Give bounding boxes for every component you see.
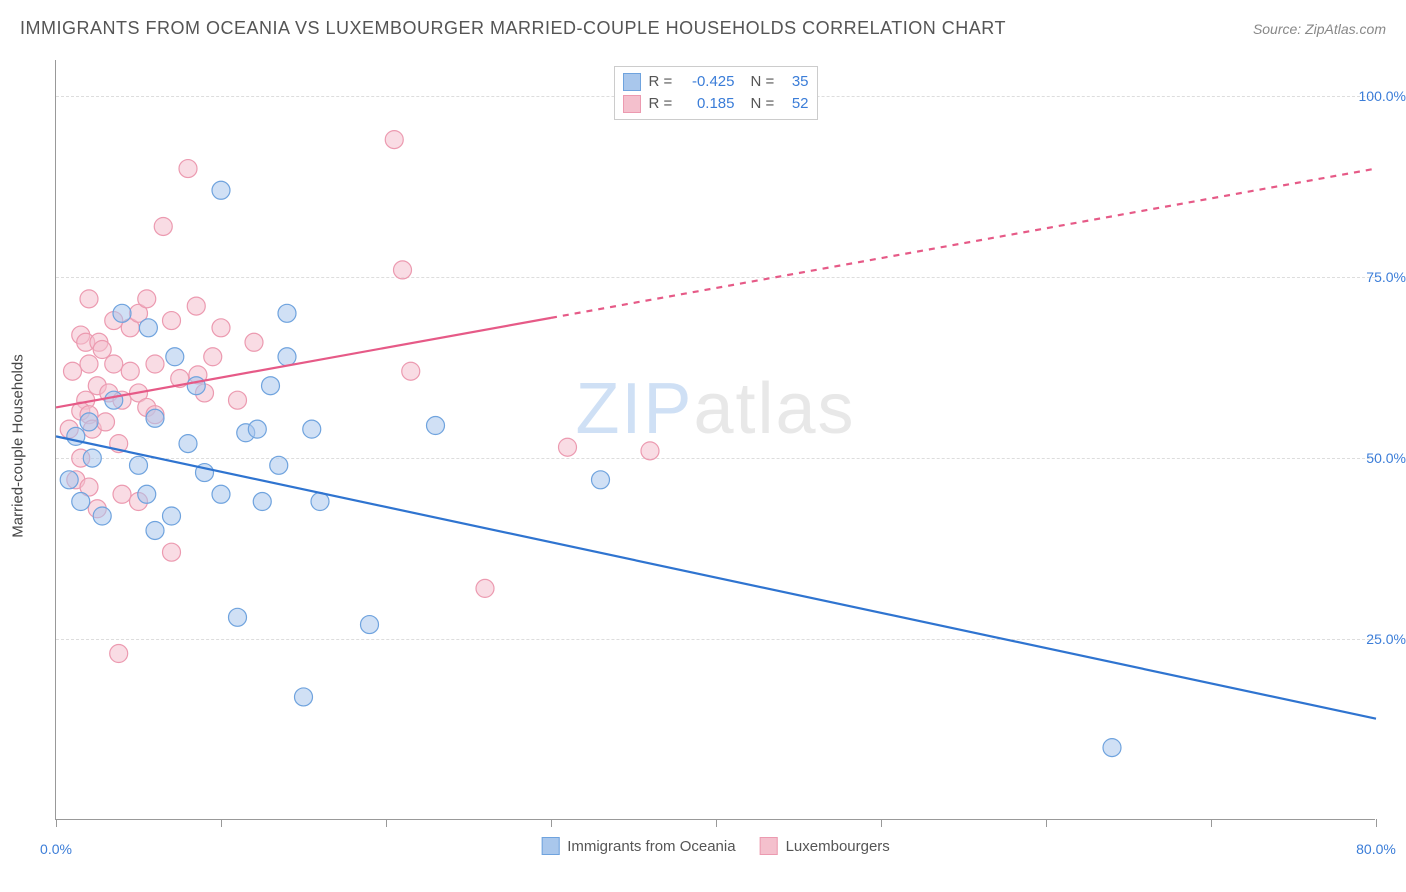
n-label-b: N =	[751, 93, 777, 115]
scatter-point	[97, 413, 115, 431]
scatter-point	[80, 290, 98, 308]
scatter-point	[105, 391, 123, 409]
legend-series: Immigrants from Oceania Luxembourgers	[541, 837, 890, 855]
scatter-point	[204, 348, 222, 366]
scatter-point	[93, 341, 111, 359]
chart-source: Source: ZipAtlas.com	[1253, 21, 1386, 37]
scatter-point	[394, 261, 412, 279]
legend-swatch-a	[623, 73, 641, 91]
legend-item-a: Immigrants from Oceania	[541, 837, 735, 855]
legend-label-b: Luxembourgers	[786, 838, 890, 855]
scatter-point	[1103, 739, 1121, 757]
scatter-point	[427, 417, 445, 435]
scatter-point	[93, 507, 111, 525]
n-label-a: N =	[751, 71, 777, 93]
scatter-point	[212, 319, 230, 337]
scatter-point	[139, 319, 157, 337]
scatter-point	[138, 290, 156, 308]
scatter-point	[146, 355, 164, 373]
scatter-point	[641, 442, 659, 460]
scatter-point	[138, 485, 156, 503]
scatter-point	[146, 409, 164, 427]
plot-svg	[56, 60, 1375, 819]
trend-line	[56, 436, 1376, 718]
scatter-point	[113, 485, 131, 503]
scatter-point	[248, 420, 266, 438]
scatter-point	[110, 645, 128, 663]
r-value-a: -0.425	[683, 71, 735, 93]
scatter-point	[187, 297, 205, 315]
y-tick-label: 25.0%	[1366, 631, 1406, 647]
scatter-point	[245, 333, 263, 351]
scatter-point	[154, 217, 172, 235]
scatter-point	[229, 608, 247, 626]
scatter-point	[278, 304, 296, 322]
scatter-point	[146, 521, 164, 539]
scatter-point	[64, 362, 82, 380]
legend-swatch-a2	[541, 837, 559, 855]
scatter-point	[229, 391, 247, 409]
scatter-point	[212, 485, 230, 503]
x-tick-label: 80.0%	[1356, 841, 1396, 857]
scatter-point	[163, 507, 181, 525]
n-value-a: 35	[785, 71, 809, 93]
x-tick-label: 0.0%	[40, 841, 72, 857]
y-axis-title: Married-couple Households	[10, 354, 27, 537]
legend-stats-row-b: R = 0.185 N = 52	[623, 93, 809, 115]
scatter-point	[187, 377, 205, 395]
scatter-point	[105, 355, 123, 373]
scatter-point	[72, 493, 90, 511]
title-bar: IMMIGRANTS FROM OCEANIA VS LUXEMBOURGER …	[20, 18, 1386, 39]
plot-area: ZIPatlas R = -0.425 N = 35 R = 0.185 N =…	[55, 60, 1375, 820]
scatter-point	[80, 413, 98, 431]
correlation-chart: IMMIGRANTS FROM OCEANIA VS LUXEMBOURGER …	[0, 0, 1406, 892]
scatter-point	[212, 181, 230, 199]
scatter-point	[278, 348, 296, 366]
scatter-point	[166, 348, 184, 366]
scatter-point	[60, 471, 78, 489]
y-tick-label: 75.0%	[1366, 269, 1406, 285]
y-tick-label: 100.0%	[1359, 88, 1406, 104]
legend-stats: R = -0.425 N = 35 R = 0.185 N = 52	[614, 66, 818, 120]
legend-swatch-b2	[760, 837, 778, 855]
scatter-point	[262, 377, 280, 395]
scatter-point	[179, 160, 197, 178]
legend-item-b: Luxembourgers	[760, 837, 890, 855]
legend-swatch-b	[623, 95, 641, 113]
scatter-point	[361, 616, 379, 634]
scatter-point	[253, 493, 271, 511]
scatter-point	[270, 456, 288, 474]
scatter-point	[113, 304, 131, 322]
n-value-b: 52	[785, 93, 809, 115]
trend-line	[551, 169, 1376, 318]
scatter-point	[559, 438, 577, 456]
chart-title: IMMIGRANTS FROM OCEANIA VS LUXEMBOURGER …	[20, 18, 1006, 39]
scatter-point	[163, 543, 181, 561]
scatter-point	[476, 579, 494, 597]
r-label-b: R =	[649, 93, 675, 115]
scatter-point	[385, 131, 403, 149]
legend-stats-row-a: R = -0.425 N = 35	[623, 71, 809, 93]
y-tick-label: 50.0%	[1366, 450, 1406, 466]
scatter-point	[83, 449, 101, 467]
scatter-point	[179, 435, 197, 453]
scatter-point	[130, 456, 148, 474]
scatter-point	[295, 688, 313, 706]
scatter-point	[80, 355, 98, 373]
r-label-a: R =	[649, 71, 675, 93]
legend-label-a: Immigrants from Oceania	[567, 838, 735, 855]
scatter-point	[121, 362, 139, 380]
scatter-point	[402, 362, 420, 380]
scatter-point	[303, 420, 321, 438]
scatter-point	[163, 312, 181, 330]
scatter-point	[592, 471, 610, 489]
r-value-b: 0.185	[683, 93, 735, 115]
